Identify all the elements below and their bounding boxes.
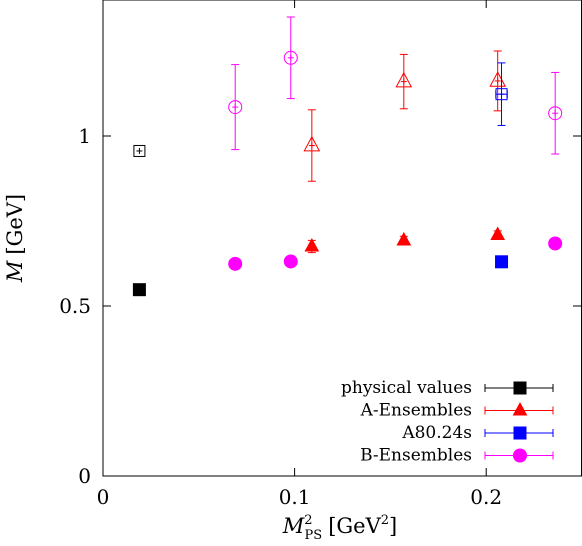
point-marker <box>490 226 506 240</box>
legend-label: B-Ensembles <box>360 446 472 466</box>
point-marker <box>132 283 146 297</box>
data-point <box>495 62 508 126</box>
data-point <box>548 71 563 155</box>
legend-label: A-Ensembles <box>360 401 472 421</box>
legend-label: A80.24s <box>401 423 472 443</box>
point-marker <box>548 236 563 251</box>
legend-marker <box>513 448 527 463</box>
data-layer <box>132 16 563 297</box>
y-tick-label: 0.5 <box>59 294 91 318</box>
legend-entry: A-Ensembles <box>360 401 554 421</box>
data-point <box>304 238 320 254</box>
data-point <box>283 254 298 269</box>
point-marker <box>283 50 298 65</box>
plot-frame <box>102 0 582 477</box>
data-point <box>132 283 146 297</box>
data-point <box>283 16 298 100</box>
data-point <box>490 226 506 240</box>
legend-marker <box>512 402 528 416</box>
point-marker <box>395 71 413 88</box>
data-point <box>133 144 146 157</box>
y-tick-label: 0 <box>78 464 91 488</box>
legend-marker <box>513 381 527 395</box>
point-marker <box>283 254 298 269</box>
series-b-ensembles <box>228 16 563 271</box>
x-axis-title: M2 PS [GeV2] <box>282 513 398 543</box>
point-marker <box>303 135 321 152</box>
point-marker <box>228 256 243 271</box>
data-point <box>395 53 413 110</box>
data-point <box>303 109 321 182</box>
x-tick-label: 0.2 <box>470 485 502 509</box>
point-marker <box>228 100 243 115</box>
series-physical-values <box>132 144 146 297</box>
series-a80-24s <box>495 62 509 269</box>
point-marker <box>495 255 509 269</box>
point-marker <box>495 88 508 101</box>
legend-entry: A80.24s <box>401 423 554 443</box>
series-a-ensembles <box>303 50 507 254</box>
data-point <box>489 50 507 112</box>
point-marker <box>548 106 563 121</box>
legend-marker <box>513 426 527 440</box>
point-marker <box>304 238 320 252</box>
data-point <box>495 255 509 269</box>
legend-entry: physical values <box>341 378 554 398</box>
y-axis-title: M[GeV] <box>3 194 27 283</box>
legend-label: physical values <box>341 378 472 398</box>
data-point <box>396 231 412 246</box>
data-point <box>228 64 243 151</box>
point-marker <box>396 231 412 246</box>
data-point <box>548 236 563 251</box>
data-point <box>228 256 243 271</box>
legend-entry: B-Ensembles <box>360 446 554 466</box>
point-marker <box>133 144 146 157</box>
axes-layer: 0 0.1 0.2 0 0.5 1 <box>59 0 582 509</box>
x-tick-label: 0.1 <box>279 485 311 509</box>
y-tick-label: 1 <box>78 124 91 148</box>
x-tick-label: 0 <box>97 485 110 509</box>
